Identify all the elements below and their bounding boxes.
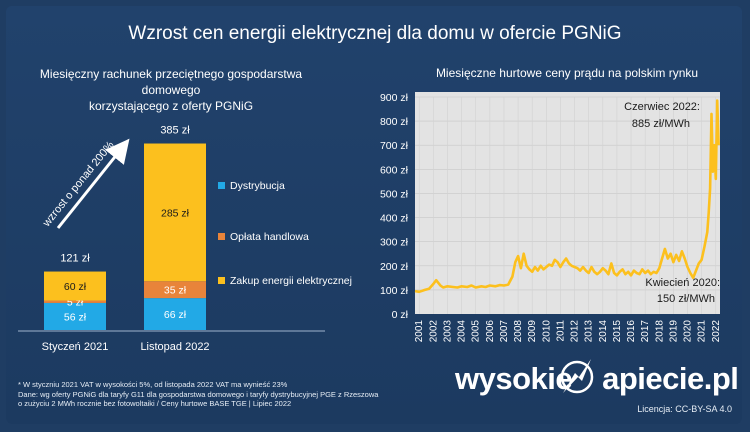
footnote: * W styczniu 2021 VAT w wysokości 5%, od…: [18, 380, 418, 409]
bar-chart-title-line2: korzystającego z oferty PGNiG: [88, 99, 254, 113]
page-title: Wzrost cen energii elektrycznej dla domu…: [128, 23, 622, 44]
line-chart: 0 zł 100 zł 200 zł 300 zł 400 zł 500 zł 600 zł…: [380, 92, 722, 342]
legend-label: Zakup energii elektrycznej: [230, 275, 352, 287]
x-tick-label: 2016: [626, 320, 637, 343]
license-text: Licencja: CC-BY-SA 4.0: [637, 404, 732, 414]
y-tick-label: 900 zł: [380, 92, 409, 104]
x-tick-label: 2019: [668, 320, 679, 343]
bar-value-label: 35 zł: [164, 285, 187, 297]
y-tick-label: 200 zł: [380, 261, 409, 273]
annotation-peak-line2: 885 zł/MWh: [632, 118, 690, 130]
brand-logo: wysokie apiecie.pl: [455, 355, 739, 397]
x-tick-label: 2006: [485, 320, 496, 343]
bar-segment: [144, 281, 206, 299]
x-tick-label: 2018: [654, 320, 665, 343]
y-tick-label: 700 zł: [380, 140, 409, 152]
lightning-bolt-icon: [560, 359, 594, 394]
bar-category-label: Listopad 2022: [140, 341, 209, 353]
growth-annotation: wzrost o ponad 200%: [40, 139, 117, 230]
legend-label: Opłata handlowa: [230, 231, 309, 243]
bar-chart-title: Miesięczny rachunek przeciętnego gospoda…: [18, 66, 324, 114]
legend-swatch: [218, 182, 225, 189]
price-line: [414, 99, 720, 294]
brand-wordmark: wysokie apiecie.pl: [455, 361, 739, 397]
x-tick-label: 2010: [541, 320, 552, 343]
y-tick-label: 800 zł: [380, 116, 409, 128]
x-tick-label: 2015: [612, 320, 623, 343]
x-tick-label: 2002: [428, 320, 439, 343]
x-tick-label: 2014: [598, 320, 609, 343]
bar-segment: [44, 302, 106, 330]
footnote-line1: * W styczniu 2021 VAT w wysokości 5%, od…: [18, 380, 288, 389]
x-tick-label: 2013: [584, 320, 595, 343]
bar-segment: [144, 298, 206, 330]
x-tick-label: 2001: [414, 320, 425, 343]
line-plot-area: [415, 92, 720, 314]
growth-arrow: [56, 138, 130, 229]
legend-swatch: [218, 233, 225, 240]
x-tick-label: 2005: [471, 320, 482, 343]
bar-segment: [44, 300, 106, 303]
annotation-low-line1: Kwiecień 2020:: [645, 277, 720, 289]
y-tick-label: 0 zł: [392, 309, 409, 321]
bar-total-label: 121 zł: [60, 253, 90, 265]
bar-chart-title-line1: Miesięczny rachunek przeciętnego gospoda…: [39, 67, 303, 97]
bar-category-label: Styczeń 2021: [42, 341, 109, 353]
y-tick-label: 600 zł: [380, 164, 409, 176]
brand-right: apiecie.pl: [602, 361, 739, 396]
bar-value-label: 56 zł: [64, 311, 87, 323]
bar-total-label: 385 zł: [160, 125, 190, 137]
bar-segment: [44, 271, 106, 301]
line-chart-title: Miesięczne hurtowe ceny prądu na polskim…: [435, 66, 699, 80]
y-tick-label: 500 zł: [380, 188, 409, 200]
legend-swatch: [218, 277, 225, 284]
legend-label: Dystrybucja: [230, 180, 285, 192]
brand-left: wysokie: [455, 361, 573, 396]
bar-value-label: 285 zł: [161, 207, 190, 219]
footnote-line3: o zużyciu 2 MWh rocznie bez fotowoltaiki…: [18, 399, 292, 408]
bar-segment: [144, 143, 206, 282]
annotation-peak-line1: Czerwiec 2022:: [624, 101, 700, 113]
x-tick-label: 2003: [442, 320, 453, 343]
x-tick-label: 2004: [457, 320, 468, 343]
x-tick-label: 2011: [555, 320, 566, 342]
annotation-low-line2: 150 zł/MWh: [657, 293, 715, 305]
bar-value-label: 60 zł: [64, 281, 87, 293]
y-tick-label: 400 zł: [380, 213, 409, 225]
y-tick-label: 100 zł: [380, 285, 409, 297]
x-tick-label: 2007: [499, 320, 510, 343]
x-tick-label: 2012: [570, 320, 581, 343]
x-tick-label: 2020: [683, 320, 694, 343]
y-tick-label: 300 zł: [380, 237, 409, 249]
footnote-line2: Dane: wg oferty PGNiG dla taryfy G11 dla…: [18, 389, 379, 399]
x-tick-label: 2022: [711, 320, 722, 343]
x-tick-label: 2009: [527, 320, 538, 343]
bar-value-label: 66 zł: [164, 309, 187, 321]
x-tick-label: 2017: [640, 320, 651, 343]
x-tick-label: 2008: [513, 320, 524, 343]
x-tick-label: 2021: [697, 320, 708, 343]
